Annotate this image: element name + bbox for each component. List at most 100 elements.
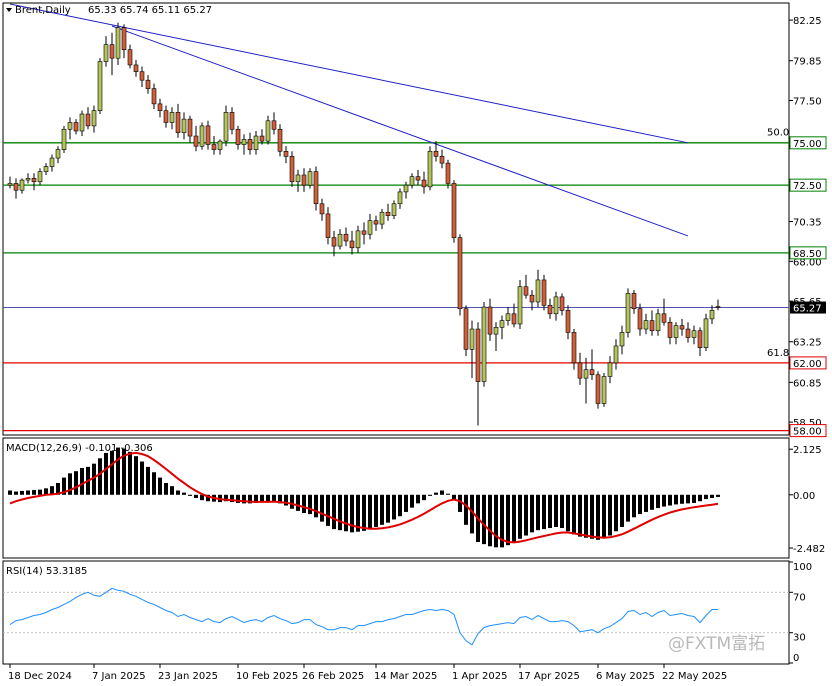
candle-up — [469, 328, 475, 350]
time-tick-label: 23 Jan 2025 — [158, 671, 218, 682]
macd-histogram-bar — [374, 494, 378, 527]
level-tag-label-72.50: 72.50 — [793, 181, 822, 192]
macd-title: MACD(12,26,9) -0.101 -0.306 — [6, 443, 153, 454]
macd-histogram-bar — [296, 494, 300, 511]
candle-down — [577, 362, 583, 379]
macd-histogram-bar — [254, 494, 258, 503]
rsi-pane-frame — [2, 560, 790, 665]
candle-down — [373, 220, 379, 225]
candle-down — [595, 374, 601, 404]
candle-down — [529, 294, 535, 303]
macd-histogram-bar — [650, 494, 654, 510]
macd-histogram-bar — [74, 471, 78, 495]
candle-down — [139, 71, 145, 81]
macd-histogram-bar — [236, 494, 240, 503]
candle-down — [85, 113, 91, 127]
price-tick-label: 68.00 — [793, 257, 822, 268]
macd-histogram-bar — [686, 494, 690, 504]
candle-up — [403, 184, 409, 193]
candle-down — [661, 313, 667, 323]
fib-level-label-61.8: 61.8 — [767, 348, 789, 359]
macd-histogram-bar — [44, 488, 48, 495]
rsi-tick-label: 30 — [793, 633, 806, 644]
price-tick-label: 58.50 — [793, 418, 822, 429]
candle-down — [235, 128, 241, 145]
candle-up — [337, 233, 343, 247]
candle-up — [49, 157, 55, 167]
candle-up — [199, 125, 205, 147]
macd-histogram-bar — [680, 494, 684, 504]
macd-histogram-bar — [566, 494, 570, 532]
macd-histogram-bar — [62, 477, 66, 495]
candle-down — [589, 369, 595, 376]
macd-histogram-bar — [692, 494, 696, 503]
price-header: Brent,Daily 65.33 65.74 65.11 65.27 — [6, 5, 212, 16]
macd-histogram-bar — [98, 458, 102, 495]
macd-histogram-bar — [488, 494, 492, 547]
macd-histogram-bar — [242, 494, 246, 504]
candle-up — [517, 286, 523, 325]
candle-up — [535, 279, 541, 303]
price-pane[interactable]: 82.2579.8577.5075.0072.5070.3568.0065.65… — [2, 2, 827, 438]
macd-histogram-bar — [104, 452, 108, 495]
macd-histogram-bar — [308, 494, 312, 515]
candle-down — [559, 296, 565, 311]
chevron-down-icon[interactable] — [6, 8, 12, 12]
macd-histogram-bar — [188, 494, 192, 496]
macd-histogram-bar — [500, 494, 504, 548]
candle-up — [553, 296, 559, 315]
macd-histogram-bar — [458, 494, 462, 512]
candle-down — [433, 150, 439, 157]
macd-histogram-bar — [320, 494, 324, 522]
macd-histogram-bar — [20, 490, 24, 495]
level-tag-68.50 — [789, 246, 827, 260]
macd-histogram — [8, 447, 720, 548]
macd-histogram-bar — [614, 494, 618, 532]
candle-down — [697, 330, 703, 348]
price-tick-label: 70.35 — [793, 218, 822, 229]
macd-histogram-bar — [278, 494, 282, 504]
candle-down — [457, 237, 463, 310]
macd-histogram-bar — [386, 494, 390, 523]
candle-up — [55, 149, 61, 159]
symbol-label: Brent,Daily — [15, 5, 71, 16]
candle-up — [703, 318, 709, 348]
macd-histogram-bar — [224, 494, 228, 502]
macd-histogram-bar — [344, 494, 348, 532]
macd-histogram-bar — [596, 494, 600, 540]
candle-down — [13, 183, 19, 191]
macd-histogram-bar — [152, 472, 156, 495]
macd-histogram-bar — [56, 482, 60, 495]
macd-histogram-bar — [620, 494, 624, 527]
candle-down — [187, 118, 193, 137]
rsi-tick-label: 0 — [793, 653, 799, 664]
candle-up — [61, 128, 67, 150]
candle-up — [19, 179, 25, 191]
candle-down — [715, 306, 721, 308]
rsi-pane[interactable]: 100 70 30 0 RSI(14) 53.3185 @FXTM富拓 — [2, 560, 812, 665]
candle-down — [547, 305, 553, 315]
price-tick-label: 60.85 — [793, 378, 822, 389]
candle-down — [331, 237, 337, 247]
macd-histogram-bar — [368, 494, 372, 530]
price-pane-frame — [2, 2, 790, 436]
candle-down — [109, 44, 115, 59]
candle-up — [619, 332, 625, 347]
time-tick-label: 7 Jan 2025 — [92, 671, 146, 682]
candle-down — [463, 308, 469, 350]
macd-histogram-bar — [164, 482, 168, 495]
time-tick-label: 1 Apr 2025 — [452, 671, 507, 682]
trendlines — [9, 3, 689, 237]
macd-pane[interactable]: 2.125 0.00 -2.482 MACD(12,26,9) -0.101 -0.… — [2, 437, 825, 559]
macd-pane-frame — [2, 437, 790, 559]
macd-histogram-bar — [428, 494, 432, 496]
macd-histogram-bar — [398, 494, 402, 517]
time-tick-label: 22 May 2025 — [662, 671, 727, 682]
macd-histogram-bar — [524, 494, 528, 536]
candle-down — [259, 135, 265, 142]
candle-up — [295, 174, 301, 183]
candle-down — [523, 286, 529, 296]
candle-down — [163, 110, 169, 123]
